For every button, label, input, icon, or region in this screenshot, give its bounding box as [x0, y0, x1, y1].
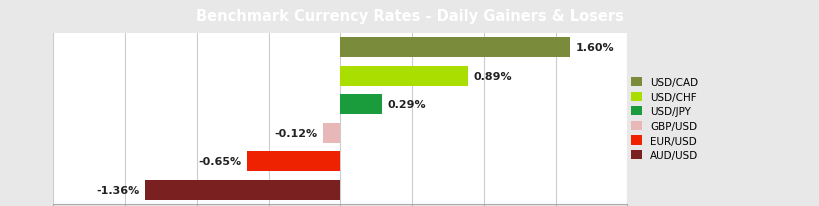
Legend: USD/CAD, USD/CHF, USD/JPY, GBP/USD, EUR/USD, AUD/USD: USD/CAD, USD/CHF, USD/JPY, GBP/USD, EUR/…	[631, 77, 698, 160]
Text: -0.12%: -0.12%	[274, 128, 317, 138]
Text: 1.60%: 1.60%	[575, 43, 613, 53]
Bar	[323, 123, 340, 143]
Text: Benchmark Currency Rates - Daily Gainers & Losers: Benchmark Currency Rates - Daily Gainers…	[196, 8, 623, 23]
Bar	[340, 38, 569, 58]
Text: 0.29%: 0.29%	[387, 100, 426, 110]
Bar	[340, 67, 468, 86]
Bar	[247, 152, 340, 171]
Text: 0.89%: 0.89%	[473, 71, 512, 81]
Bar	[145, 180, 340, 200]
Text: -0.65%: -0.65%	[198, 157, 241, 166]
Text: -1.36%: -1.36%	[96, 185, 139, 195]
Bar	[340, 95, 382, 115]
